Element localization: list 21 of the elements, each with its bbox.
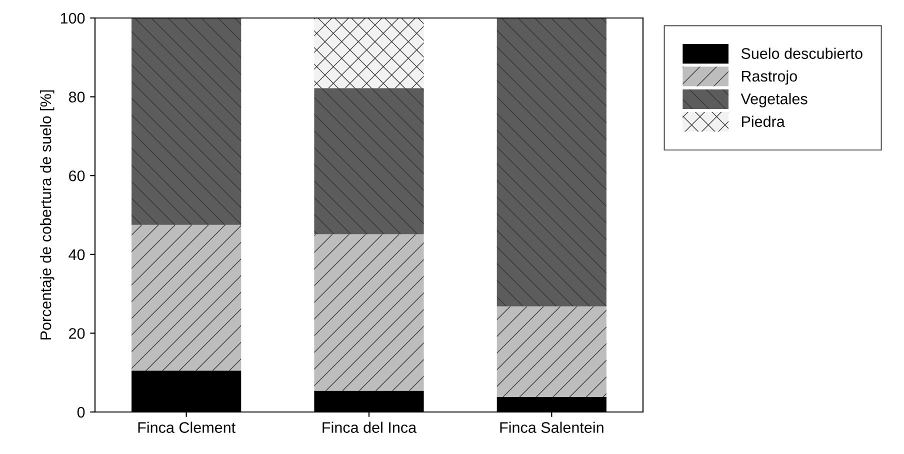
x-tick-label: Finca Salentein [500,422,604,433]
y-tick-label: 20 [69,328,85,339]
y-tick-label: 80 [68,92,85,102]
bar [314,234,424,391]
legend-label: Rastrojo [742,70,797,85]
bar [132,224,242,371]
legend-label: Vegetales [740,93,808,108]
bar [132,18,242,225]
y-axis-title: Porcentaje de cobertura de suelo [%] [40,90,54,340]
legend-label: Piedra [742,116,785,128]
y-tick-label: 0 [77,406,85,418]
y-tick-label: 60 [69,170,85,182]
bar [314,88,424,234]
legend-label: Suelo descubierto [741,48,862,59]
bar [496,306,606,398]
y-tick-label: 40 [68,249,85,260]
bar [314,18,424,88]
x-tick-label: Finca del Inca [322,422,417,433]
y-tick-label: 100 [60,12,85,24]
x-tick-label: Finca Clement [138,422,236,433]
bar [496,18,606,306]
